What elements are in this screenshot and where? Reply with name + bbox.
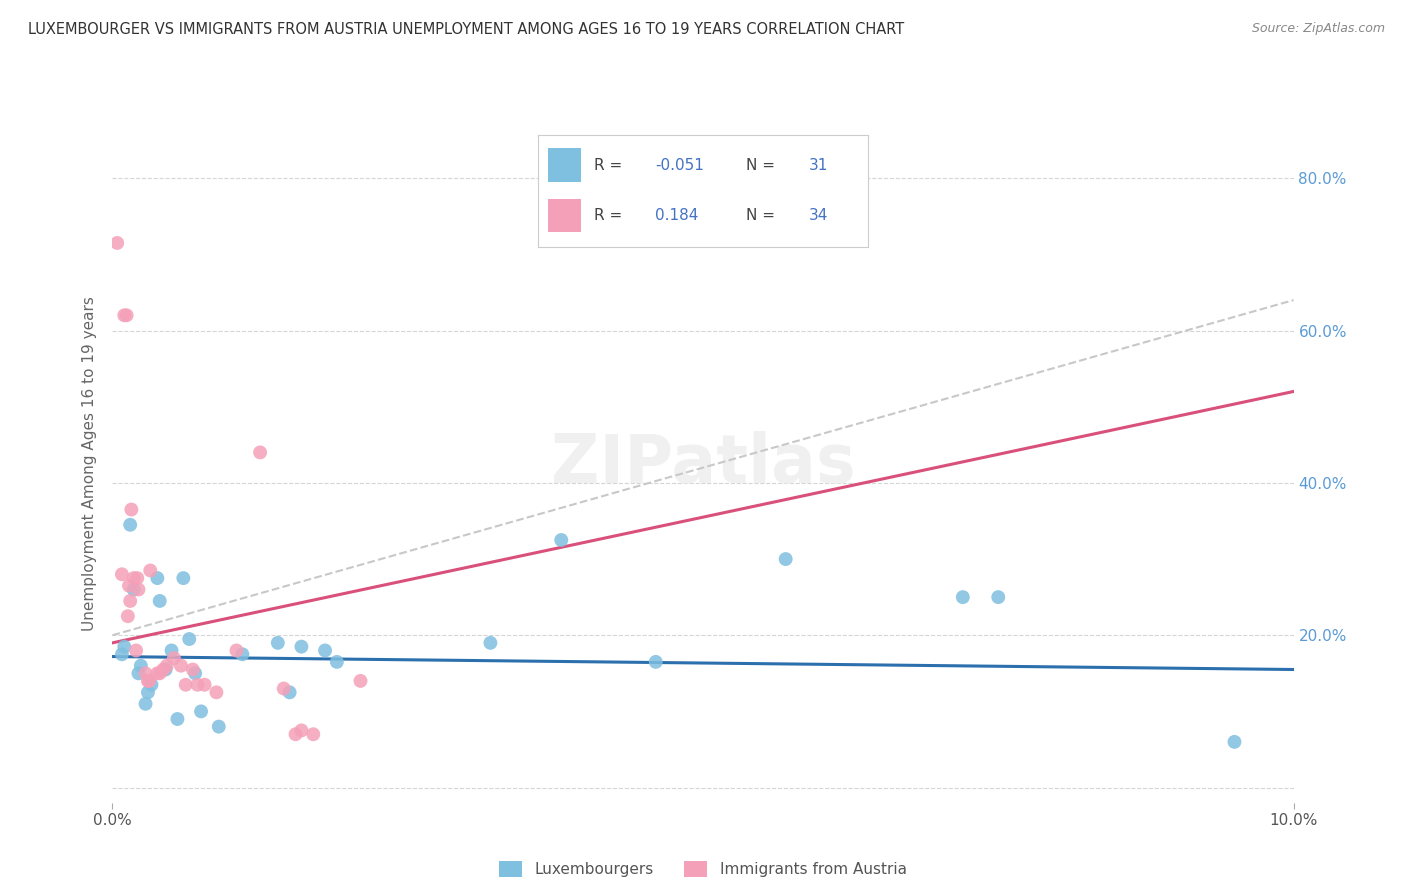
Point: [112, 640, 135, 654]
Point: [273, 681, 295, 696]
Y-axis label: Unemployment Among Ages 16 to 19 years: Unemployment Among Ages 16 to 19 years: [82, 296, 97, 632]
Point: [267, 636, 290, 650]
Point: [302, 727, 325, 741]
Point: [127, 582, 149, 597]
Point: [181, 663, 204, 677]
Point: [122, 571, 145, 585]
Text: 0.184: 0.184: [655, 208, 699, 223]
Point: [120, 502, 142, 516]
Point: [314, 643, 336, 657]
Point: [987, 590, 1010, 604]
Point: [184, 666, 207, 681]
Point: [115, 308, 138, 322]
Point: [146, 571, 169, 585]
Point: [111, 647, 134, 661]
Point: [156, 658, 179, 673]
Bar: [547, 199, 581, 232]
Point: [129, 658, 152, 673]
Legend: Luxembourgers, Immigrants from Austria: Luxembourgers, Immigrants from Austria: [494, 855, 912, 883]
Point: [118, 579, 141, 593]
Point: [249, 445, 271, 459]
Point: [141, 678, 163, 692]
Point: [152, 663, 174, 677]
Text: LUXEMBOURGER VS IMMIGRANTS FROM AUSTRIA UNEMPLOYMENT AMONG AGES 16 TO 19 YEARS C: LUXEMBOURGER VS IMMIGRANTS FROM AUSTRIA …: [28, 22, 904, 37]
Point: [138, 673, 160, 688]
Text: 34: 34: [808, 208, 828, 223]
Text: N =: N =: [747, 158, 780, 173]
Point: [205, 685, 228, 699]
Point: [231, 647, 253, 661]
Point: [135, 697, 157, 711]
Point: [117, 609, 139, 624]
Point: [644, 655, 666, 669]
Point: [160, 643, 183, 657]
Point: [952, 590, 974, 604]
Point: [149, 666, 172, 681]
Point: [225, 643, 247, 657]
Point: [163, 651, 186, 665]
Point: [122, 582, 145, 597]
Point: [127, 666, 149, 681]
Text: ZIPatlas: ZIPatlas: [551, 431, 855, 497]
Point: [155, 663, 177, 677]
Point: [550, 533, 572, 547]
Text: N =: N =: [747, 208, 780, 223]
Point: [139, 564, 162, 578]
Point: [186, 678, 208, 692]
Point: [136, 685, 159, 699]
Text: R =: R =: [593, 158, 627, 173]
Point: [278, 685, 301, 699]
Text: R =: R =: [593, 208, 627, 223]
Point: [290, 640, 312, 654]
Point: [1223, 735, 1246, 749]
Point: [479, 636, 502, 650]
Point: [349, 673, 371, 688]
Point: [172, 571, 194, 585]
Point: [111, 567, 134, 582]
Text: 31: 31: [808, 158, 828, 173]
Point: [170, 658, 193, 673]
Point: [125, 643, 148, 657]
Point: [149, 594, 172, 608]
Point: [208, 720, 231, 734]
Point: [120, 594, 142, 608]
Point: [326, 655, 349, 669]
Point: [136, 673, 159, 688]
Point: [174, 678, 197, 692]
Point: [179, 632, 201, 646]
Point: [146, 666, 169, 681]
Point: [112, 308, 135, 322]
Text: Source: ZipAtlas.com: Source: ZipAtlas.com: [1251, 22, 1385, 36]
Bar: [547, 148, 581, 182]
Text: -0.051: -0.051: [655, 158, 704, 173]
Point: [127, 571, 149, 585]
Point: [775, 552, 797, 566]
Point: [166, 712, 188, 726]
Point: [105, 235, 128, 250]
Point: [120, 517, 142, 532]
Point: [290, 723, 312, 738]
Point: [190, 705, 212, 719]
Point: [194, 678, 217, 692]
Point: [135, 666, 157, 681]
Point: [284, 727, 307, 741]
